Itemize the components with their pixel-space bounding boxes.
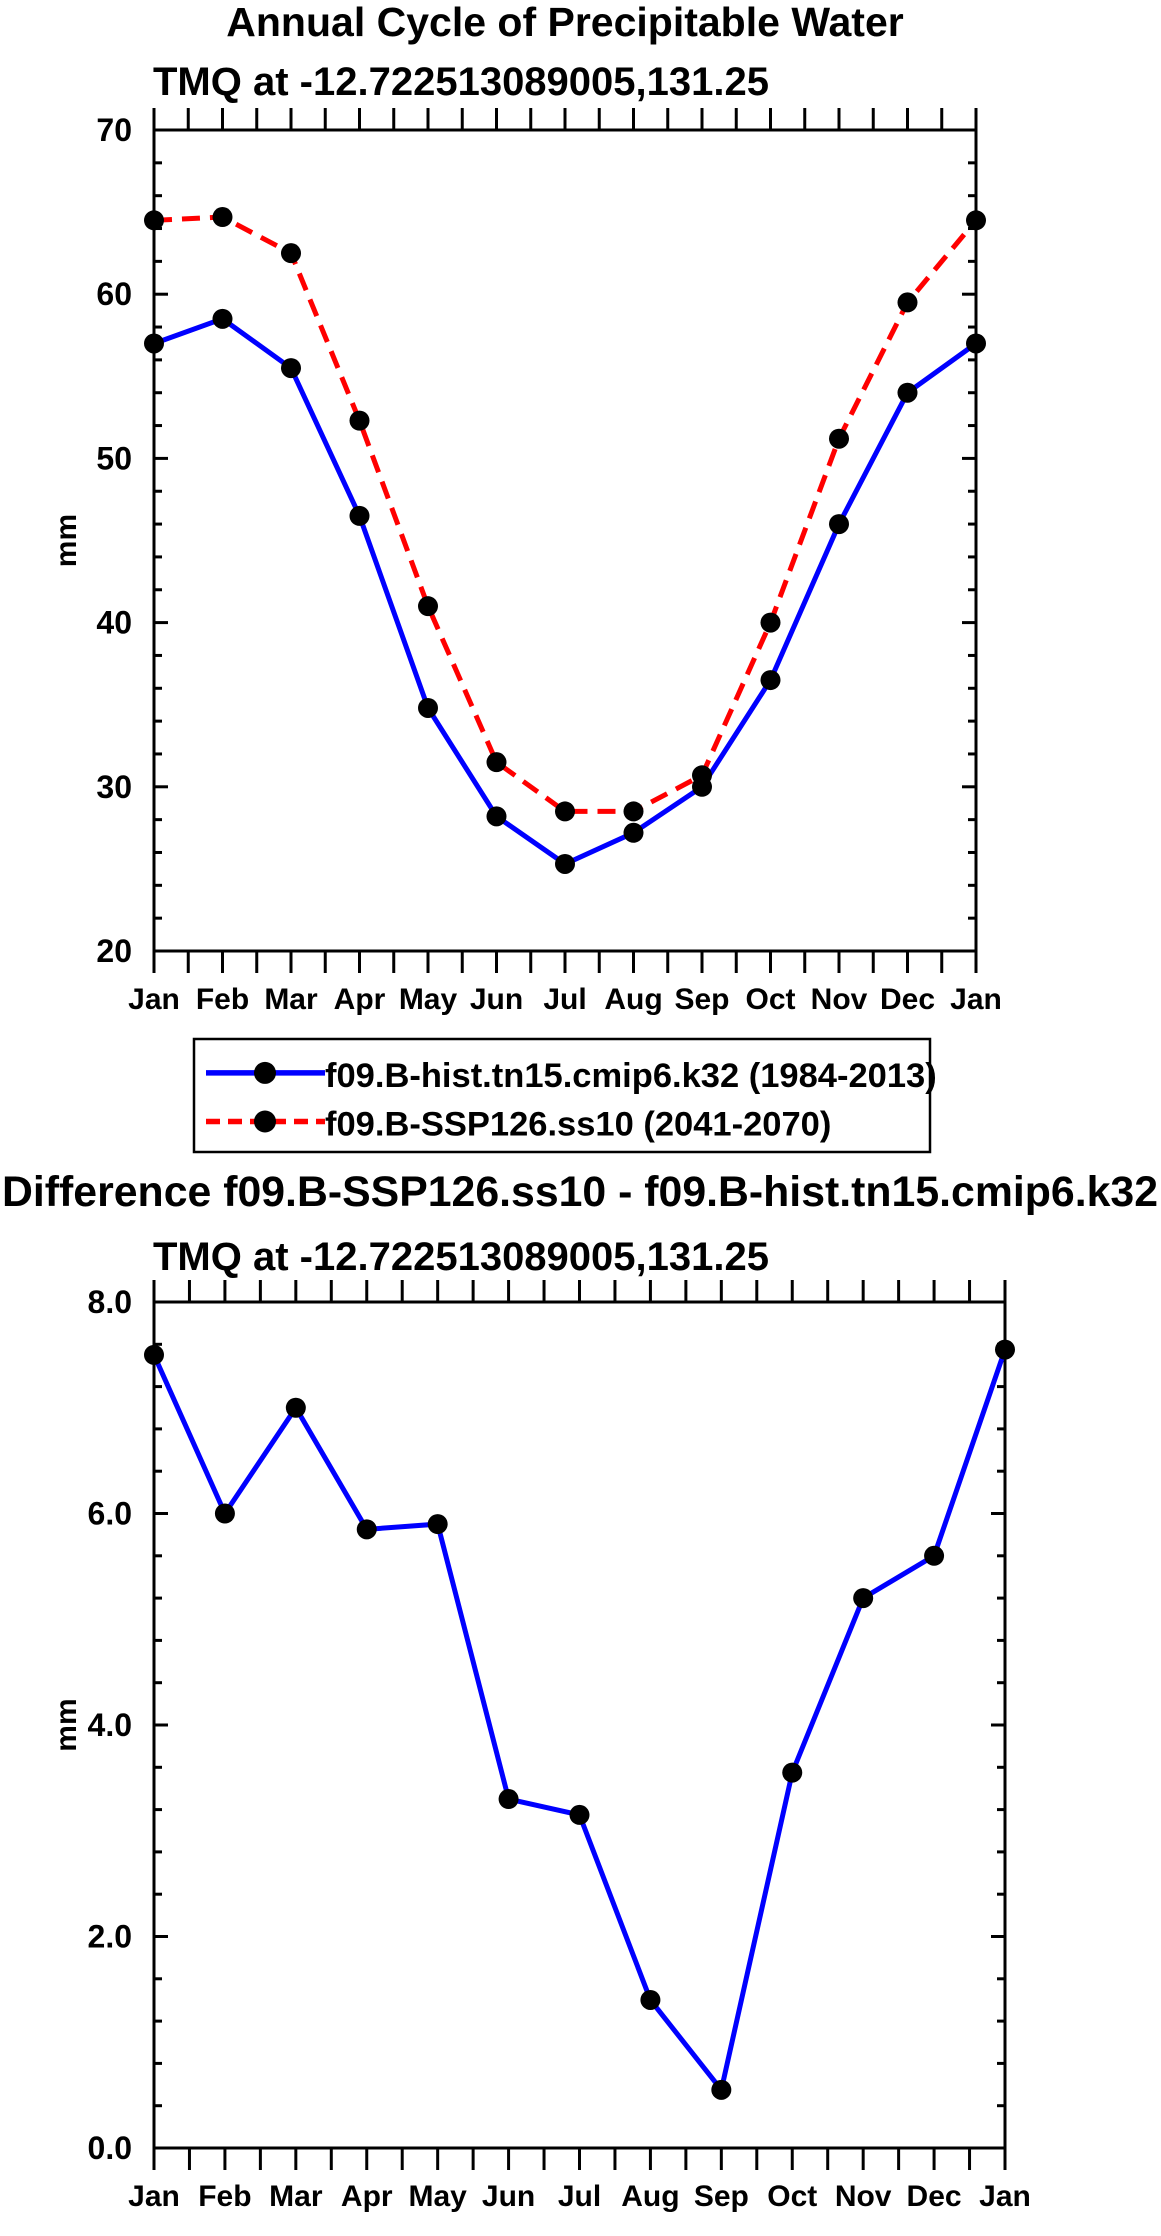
svg-text:8.0: 8.0 bbox=[88, 1284, 132, 1320]
svg-text:4.0: 4.0 bbox=[88, 1707, 132, 1743]
svg-text:Jan: Jan bbox=[128, 2180, 180, 2213]
svg-text:Sep: Sep bbox=[694, 2180, 749, 2213]
svg-text:Jun: Jun bbox=[482, 2180, 535, 2213]
svg-text:Sep: Sep bbox=[674, 983, 729, 1016]
svg-text:Mar: Mar bbox=[264, 983, 318, 1016]
svg-text:Dec: Dec bbox=[880, 983, 935, 1016]
svg-text:30: 30 bbox=[96, 769, 132, 805]
svg-text:Jan: Jan bbox=[979, 2180, 1031, 2213]
svg-text:Aug: Aug bbox=[621, 2180, 679, 2213]
svg-text:Aug: Aug bbox=[604, 983, 662, 1016]
svg-text:Difference f09.B-SSP126.ss10 -: Difference f09.B-SSP126.ss10 - f09.B-his… bbox=[2, 1168, 1158, 1216]
svg-text:0.0: 0.0 bbox=[88, 2130, 132, 2166]
svg-text:mm: mm bbox=[50, 514, 83, 567]
svg-text:2.0: 2.0 bbox=[88, 1919, 132, 1955]
svg-text:Dec: Dec bbox=[907, 2180, 962, 2213]
svg-text:Nov: Nov bbox=[811, 983, 868, 1016]
svg-text:Jul: Jul bbox=[558, 2180, 601, 2213]
svg-text:Nov: Nov bbox=[835, 2180, 892, 2213]
svg-text:70: 70 bbox=[96, 112, 132, 148]
svg-text:mm: mm bbox=[50, 1698, 83, 1751]
svg-text:May: May bbox=[399, 983, 458, 1016]
svg-text:TMQ at -12.722513089005,131.25: TMQ at -12.722513089005,131.25 bbox=[153, 60, 769, 104]
svg-text:Jan: Jan bbox=[950, 983, 1002, 1016]
svg-text:Apr: Apr bbox=[341, 2180, 393, 2213]
svg-text:TMQ at -12.722513089005,131.25: TMQ at -12.722513089005,131.25 bbox=[153, 1235, 769, 1279]
svg-text:Oct: Oct bbox=[767, 2180, 817, 2213]
svg-text:Annual Cycle of Precipitable W: Annual Cycle of Precipitable Water bbox=[226, 0, 903, 45]
svg-text:f09.B-SSP126.ss10 (2041-2070): f09.B-SSP126.ss10 (2041-2070) bbox=[325, 1105, 831, 1143]
svg-text:Jul: Jul bbox=[543, 983, 586, 1016]
svg-text:Feb: Feb bbox=[198, 2180, 251, 2213]
svg-text:Jan: Jan bbox=[128, 983, 180, 1016]
svg-text:May: May bbox=[408, 2180, 467, 2213]
svg-text:Feb: Feb bbox=[196, 983, 249, 1016]
svg-text:60: 60 bbox=[96, 276, 132, 312]
svg-text:Mar: Mar bbox=[269, 2180, 323, 2213]
svg-text:40: 40 bbox=[96, 605, 132, 641]
svg-text:f09.B-hist.tn15.cmip6.k32 (198: f09.B-hist.tn15.cmip6.k32 (1984-2013) bbox=[325, 1057, 937, 1095]
svg-text:Apr: Apr bbox=[334, 983, 386, 1016]
svg-text:20: 20 bbox=[96, 933, 132, 969]
svg-text:Oct: Oct bbox=[745, 983, 795, 1016]
svg-text:50: 50 bbox=[96, 440, 132, 476]
svg-text:Jun: Jun bbox=[470, 983, 523, 1016]
svg-text:6.0: 6.0 bbox=[88, 1496, 132, 1532]
